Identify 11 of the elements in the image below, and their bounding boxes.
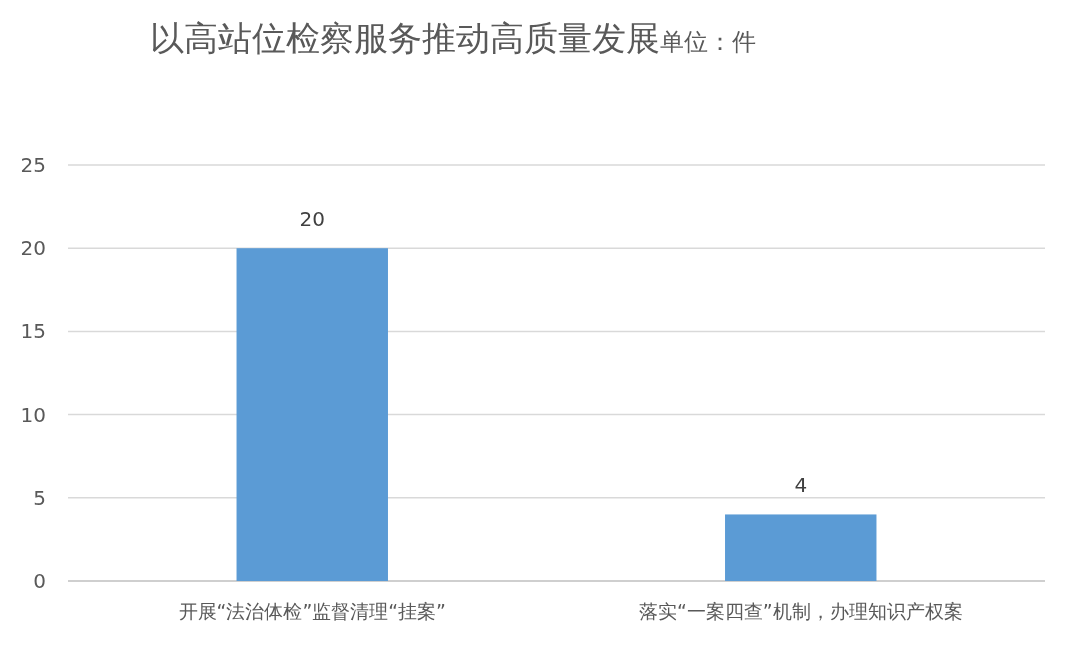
y-tick-label: 5: [33, 485, 46, 510]
y-tick-label: 20: [20, 236, 46, 261]
y-tick-label: 25: [20, 153, 46, 177]
chart-subtitle: 单位：件: [660, 28, 756, 56]
y-tick-label: 15: [20, 319, 46, 344]
y-tick-label: 0: [33, 569, 46, 593]
data-label: 4: [794, 473, 808, 498]
x-tick-label: 落实“一案四查”机制，办理知识产权案: [638, 600, 963, 622]
data-label: 20: [299, 207, 325, 232]
y-tick-label: 10: [20, 402, 46, 427]
x-tick-label: 开展“法治体检”监督清理“挂案”: [178, 600, 446, 622]
